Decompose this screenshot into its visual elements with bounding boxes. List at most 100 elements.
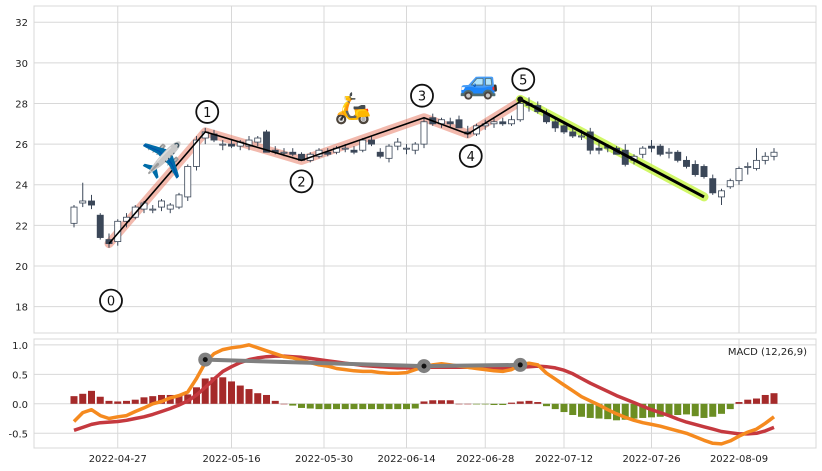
price-y-axis: 18 20 22 24 26 28 30 32 [15,18,28,313]
price-y-tick-label: 22 [15,221,28,232]
macd-histogram-bar [79,393,87,404]
candle-body [691,164,699,175]
macd-histogram-bar [473,403,480,405]
trend-point-label: 2 [297,175,305,190]
candle-body [263,131,270,153]
macd-histogram-bar [298,403,305,408]
candle-body [403,147,410,150]
candle-body [193,139,200,167]
macd-histogram-bar [525,400,533,404]
candle-body [219,143,227,146]
macd-histogram-bar [420,401,428,404]
projection-line [519,98,705,199]
macd-y-axis: -0.5 0.0 0.5 1.0 [8,341,28,440]
price-y-tick-label: 18 [15,303,28,314]
candle-body [639,147,647,155]
price-y-tick-label: 20 [15,262,28,273]
candle-body [560,125,568,133]
macd-histogram-bar [210,377,218,404]
candle-body [683,159,690,167]
candle-body [455,119,463,129]
macd-histogram-bar [464,403,472,405]
macd-histogram-bar [621,403,629,420]
date-tick-label: 2022-06-28 [456,454,514,465]
macd-histogram-bar [394,403,402,410]
trend-point-marker [511,67,536,92]
macd-histogram-bar [429,400,437,404]
candle-body [350,149,358,153]
macd-histogram-bar [595,403,603,419]
divergence-marker-dot [421,363,427,369]
candle-body [289,151,297,155]
price-y-tick-label: 28 [15,99,28,110]
candle-body [490,121,498,125]
date-tick-label: 2022-06-14 [377,454,435,465]
macd-divergence-markers [198,352,528,374]
macd-histogram-bar [236,385,244,404]
macd-histogram-bar [201,378,209,404]
macd-histogram-bar [306,403,314,409]
macd-histogram-bar [131,399,139,404]
candle-body [578,135,585,138]
macd-histogram-bar [96,396,104,404]
trend-point-label: 3 [418,90,426,105]
macd-histogram-bar [341,403,349,410]
macd-y-tick-label: 0.5 [12,370,28,381]
macd-histogram-bar [70,396,78,404]
macd-histogram-bar [263,394,270,404]
trend-point-label: 1 [203,106,211,121]
trend-point-marker [458,144,483,168]
macd-histogram-bar [280,403,288,405]
trend-point-marker [410,83,434,108]
candle-body [324,151,332,155]
candle-body [656,145,664,155]
macd-histogram-bar [245,389,253,404]
price-y-tick-label: 32 [15,18,28,29]
candle-body [184,166,192,198]
divergence-marker-dot [202,357,208,363]
macd-histogram-bar [271,400,279,404]
candle-body [149,208,157,211]
macd-histogram-bar [175,394,183,404]
macd-histogram-bar [665,403,673,416]
macd-histogram-bar [140,397,148,404]
candle-body [648,145,655,149]
macd-histogram-bar [254,393,262,404]
candle-body [70,206,78,224]
macd-histogram-bar [105,400,113,404]
candle-body [359,139,367,151]
macd-histogram [70,377,778,421]
candle-body [158,200,165,208]
macd-histogram-bar [656,403,664,417]
macd-histogram-bar [639,403,647,418]
macd-histogram-bar [630,403,638,419]
macd-histogram-bar [726,403,734,410]
macd-histogram-bar [289,403,297,406]
candle-body [411,143,419,151]
candle-body [569,131,577,137]
candle-body [394,141,402,147]
candle-body [735,168,743,182]
candle-body [166,204,174,210]
macd-histogram-bar [324,403,332,410]
macd-histogram-bar [578,403,585,417]
price-grid [34,6,816,333]
macd-histogram-bar [683,403,690,415]
macd-histogram-bar [403,403,410,410]
scooter-icon: 🛵 [334,91,371,126]
candle-body [114,220,122,243]
candle-body [718,190,725,198]
candle-body [79,200,87,204]
trend-point-marker [99,288,123,313]
macd-histogram-bar [569,403,577,416]
date-tick-label: 2022-04-27 [89,454,147,465]
macd-histogram-bar [368,403,375,410]
candle-body [761,155,769,161]
candle-body [586,131,594,151]
trend-point-labels: 0 1 2 3 4 5 [99,67,536,313]
macd-histogram-bar [455,403,463,405]
candle-body [341,147,349,150]
candle-body [516,103,524,121]
candle-body [228,143,235,147]
